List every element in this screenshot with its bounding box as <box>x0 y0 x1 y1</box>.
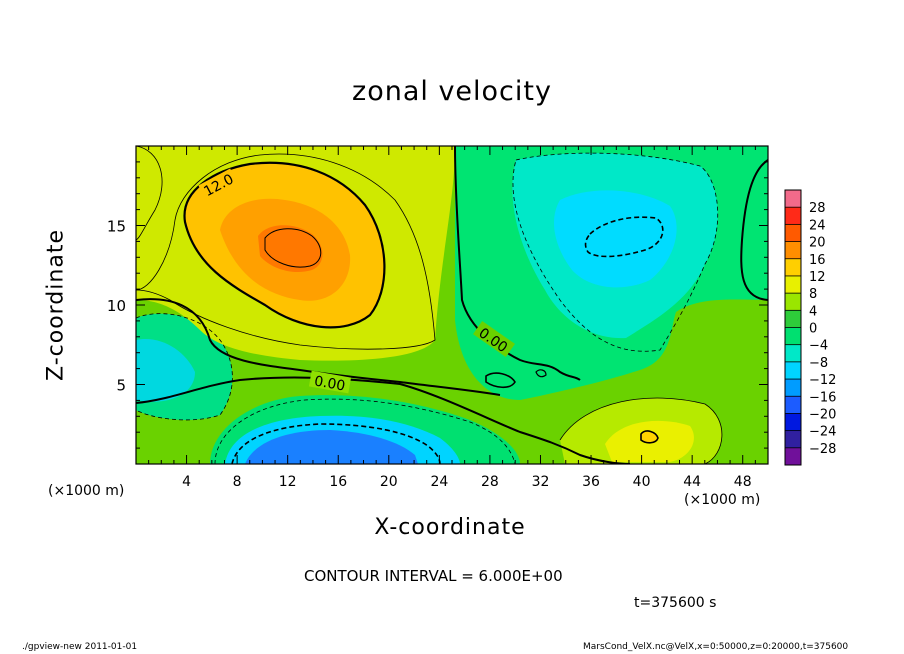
colorbar-swatch <box>785 344 801 363</box>
contour-neg12-right-line <box>584 216 664 258</box>
y-axis-label: Z-coordinate <box>43 229 69 381</box>
field-region-left-core <box>136 339 195 402</box>
contour-12-line <box>183 161 386 329</box>
colorbar-label: −16 <box>809 390 836 405</box>
contour-6-lower-right-line <box>559 397 723 464</box>
colorbar-label: −4 <box>809 339 828 354</box>
x-tick-label: 40 <box>633 474 651 490</box>
contour-label-0-lower-bg <box>308 370 352 394</box>
colorbar-swatch <box>785 379 801 397</box>
contour-neg6-bottom-line <box>214 398 516 464</box>
x-tick-label: 8 <box>233 474 242 490</box>
colorbar-swatch <box>785 207 801 225</box>
x-unit-label-left: (×1000 m) <box>48 483 125 499</box>
x-tick-label: 20 <box>380 474 398 490</box>
x-unit-label-right: (×1000 m) <box>684 492 761 508</box>
x-tick-label: 44 <box>683 474 701 490</box>
chart-title: zonal velocity <box>352 76 552 107</box>
colorbar-swatch <box>785 327 801 346</box>
colorbar-swatch <box>785 224 801 243</box>
colorbar-swatch <box>785 241 801 260</box>
colorbar-label: −28 <box>809 442 836 457</box>
colorbar-swatch <box>785 258 801 277</box>
heatmap-field <box>136 146 768 464</box>
contour-label-0-upper-bg <box>473 320 515 358</box>
colorbar-label: 24 <box>809 218 826 233</box>
colorbar-label: 20 <box>809 236 826 251</box>
y-tick-label: 15 <box>107 218 126 236</box>
colorbar-label: 16 <box>809 253 826 268</box>
contour-small-dot-line <box>535 369 547 378</box>
contour-18-line <box>264 228 322 268</box>
contour-interval-text: CONTOUR INTERVAL = 6.000E+00 <box>304 567 563 585</box>
field-region-small-core <box>640 431 658 443</box>
x-axis-label: X-coordinate <box>374 515 526 540</box>
colorbar-swatch <box>785 447 801 466</box>
y-tick-label: 10 <box>107 297 126 315</box>
contour-lines <box>136 146 768 464</box>
footer-left: ./gpview-new 2011-01-01 <box>22 642 138 652</box>
colorbar-label: −12 <box>809 373 836 388</box>
colorbar-swatch <box>785 413 801 432</box>
field-region-right-center <box>553 190 677 288</box>
colorbar-swatch <box>785 361 801 380</box>
colorbar-label: −24 <box>809 425 836 440</box>
contour-neg12-bottom-line <box>231 423 441 464</box>
x-tick-label: 36 <box>582 474 600 490</box>
contour-label-0-lower: 0.00 <box>313 373 346 394</box>
colorbar-swatch <box>785 310 801 328</box>
colorbar-swatch <box>785 396 801 414</box>
colorbar-swatch <box>785 190 801 208</box>
contour-small-blob-line <box>485 372 516 389</box>
contour-neg6-left-line <box>136 313 233 421</box>
colorbar-label: 12 <box>809 270 826 285</box>
colorbar-label: 0 <box>809 322 817 337</box>
x-tick-label: 16 <box>329 474 347 490</box>
colorbar-label: 28 <box>809 201 826 216</box>
field-region-bottom-center <box>245 430 418 464</box>
contour-12-small-line <box>640 430 659 444</box>
colorbar: 28 24 20 16 12 8 4 0 −4 −8 −12 −16 −20 −24 −28 <box>784 189 836 466</box>
contour-label-12-bg <box>198 168 238 200</box>
x-tick-label: 28 <box>481 474 499 490</box>
colorbar-label: 4 <box>809 304 817 319</box>
footer-right: MarsCond_VelX.nc@VelX,x=0:50000,z=0:2000… <box>583 642 849 652</box>
colorbar-swatch <box>785 275 801 294</box>
field-region-jet-core <box>258 225 323 273</box>
colorbar-swatch <box>785 293 801 311</box>
x-tick-label: 12 <box>279 474 297 490</box>
x-tick-label: 4 <box>182 474 191 490</box>
colorbar-label: −8 <box>809 356 828 371</box>
colorbar-label: −20 <box>809 407 836 422</box>
x-tick-label: 48 <box>734 474 752 490</box>
colorbar-label: 8 <box>809 287 817 302</box>
contour-0-right-edge-line <box>740 159 768 301</box>
contour-0-lower-line <box>136 376 631 464</box>
x-tick-label: 32 <box>532 474 550 490</box>
y-tick-label: 5 <box>116 377 126 395</box>
contour-6-line <box>136 153 436 350</box>
colorbar-swatch <box>785 430 801 449</box>
axis-ticks <box>136 146 768 464</box>
contour-0-left-edge-line <box>136 146 163 241</box>
x-tick-label: 24 <box>430 474 448 490</box>
time-label: t=375600 s <box>634 595 717 611</box>
